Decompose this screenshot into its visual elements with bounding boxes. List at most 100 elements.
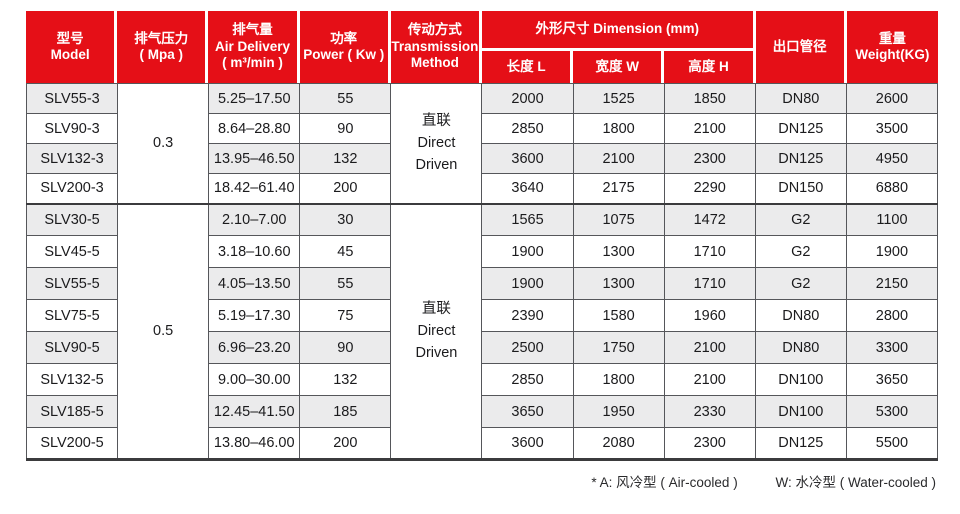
table-row: SLV132-5 9.00–30.00 132 2850 1800 2100 D… [25, 363, 939, 396]
cell-width: 2100 [572, 143, 665, 174]
col-header-length: 长度 L [481, 48, 574, 83]
col-header-height: 高度 H [664, 48, 756, 83]
table-row: SLV55-3 0.3 5.25–17.50 55 直联 Direct Driv… [25, 83, 939, 204]
cell-weight: 4950 [845, 143, 939, 174]
cell-height: 2290 [663, 173, 756, 204]
cell-width: 1750 [572, 331, 665, 364]
cell-width: 1800 [572, 363, 665, 396]
cell-width: 2175 [572, 173, 665, 204]
cell-height: 2100 [663, 113, 756, 144]
cell-height: 1710 [663, 267, 756, 300]
cell-model: SLV30-5 [25, 202, 119, 236]
cell-width: 1300 [572, 267, 665, 300]
table-row: SLV185-5 12.45–41.50 185 3650 1950 2330 … [25, 395, 939, 428]
cell-air: 12.45–41.50 [208, 395, 301, 428]
cell-power: 90 [299, 331, 392, 364]
cell-power: 90 [299, 113, 392, 144]
cell-width: 1525 [572, 83, 665, 114]
table-row: SLV200-3 18.42–61.40 200 3640 2175 2290 … [25, 173, 939, 204]
cell-air: 6.96–23.20 [208, 331, 301, 364]
col-header-air-delivery: 排气量 Air Delivery ( m³/min ) [208, 11, 300, 83]
cell-width: 2080 [572, 427, 665, 460]
cell-power: 132 [299, 143, 392, 174]
cell-model: SLV200-3 [25, 173, 119, 204]
cell-length: 1565 [481, 202, 574, 236]
cell-power: 55 [299, 83, 392, 114]
cell-height: 2330 [663, 395, 756, 428]
cell-outlet: DN150 [754, 173, 847, 204]
cell-width: 1075 [572, 202, 665, 236]
cell-power: 132 [299, 363, 392, 396]
cell-model: SLV90-3 [25, 113, 119, 144]
cell-air: 13.95–46.50 [208, 143, 301, 174]
table-header: 型号 Model 排气压力 ( Mpa ) 排气量 Air Delivery (… [26, 11, 938, 83]
cell-weight: 1900 [845, 235, 939, 268]
cell-pressure-group: 0.3 [117, 83, 210, 204]
cell-outlet: G2 [754, 267, 847, 300]
table-row: SLV45-5 3.18–10.60 45 1900 1300 1710 G2 … [25, 235, 939, 268]
table-row: SLV90-5 6.96–23.20 90 2500 1750 2100 DN8… [25, 331, 939, 364]
cell-transmission-group: 直联 Direct Driven [390, 202, 483, 460]
cell-length: 3650 [481, 395, 574, 428]
cell-outlet: DN80 [754, 299, 847, 332]
cell-model: SLV132-5 [25, 363, 119, 396]
cell-weight: 6880 [845, 173, 939, 204]
cell-model: SLV55-5 [25, 267, 119, 300]
cell-outlet: G2 [754, 235, 847, 268]
cell-air: 3.18–10.60 [208, 235, 301, 268]
table-row: SLV90-3 8.64–28.80 90 2850 1800 2100 DN1… [25, 113, 939, 144]
cell-length: 3600 [481, 143, 574, 174]
col-header-power: 功率 Power ( Kw ) [299, 11, 391, 83]
cell-air: 9.00–30.00 [208, 363, 301, 396]
cell-width: 1580 [572, 299, 665, 332]
cell-length: 1900 [481, 267, 574, 300]
cell-air: 4.05–13.50 [208, 267, 301, 300]
footnote-water-cooled: W: 水冷型 ( Water-cooled ) [775, 475, 936, 490]
cell-power: 200 [299, 173, 392, 204]
table-row: SLV132-3 13.95–46.50 132 3600 2100 2300 … [25, 143, 939, 174]
cell-model: SLV90-5 [25, 331, 119, 364]
footnote: * A: 风冷型 ( Air-cooled ) W: 水冷型 ( Water-c… [591, 471, 936, 491]
cell-model: SLV45-5 [25, 235, 119, 268]
cell-height: 2100 [663, 363, 756, 396]
cell-outlet: DN125 [754, 143, 847, 174]
cell-length: 2390 [481, 299, 574, 332]
cell-weight: 3650 [845, 363, 939, 396]
cell-outlet: DN125 [754, 427, 847, 460]
cell-model: SLV75-5 [25, 299, 119, 332]
cell-width: 1950 [572, 395, 665, 428]
cell-weight: 5300 [845, 395, 939, 428]
cell-power: 200 [299, 427, 392, 460]
col-header-dimension: 外形尺寸 Dimension (mm) [481, 11, 756, 48]
cell-air: 13.80–46.00 [208, 427, 301, 460]
col-header-outlet: 出口管径 [755, 11, 847, 83]
spec-table: 型号 Model 排气压力 ( Mpa ) 排气量 Air Delivery (… [25, 11, 939, 461]
cell-outlet: DN100 [754, 363, 847, 396]
cell-outlet: DN80 [754, 331, 847, 364]
cell-air: 2.10–7.00 [208, 202, 301, 236]
cell-height: 1960 [663, 299, 756, 332]
cell-power: 45 [299, 235, 392, 268]
cell-transmission-group: 直联 Direct Driven [390, 83, 483, 204]
col-header-width: 宽度 W [573, 48, 665, 83]
cell-length: 2500 [481, 331, 574, 364]
col-header-pressure: 排气压力 ( Mpa ) [117, 11, 209, 83]
cell-length: 2850 [481, 113, 574, 144]
cell-weight: 1100 [845, 202, 939, 236]
cell-weight: 3300 [845, 331, 939, 364]
cell-pressure-group: 0.5 [117, 202, 210, 460]
cell-air: 5.25–17.50 [208, 83, 301, 114]
col-header-model: 型号 Model [26, 11, 118, 83]
table-row: SLV55-5 4.05–13.50 55 1900 1300 1710 G2 … [25, 267, 939, 300]
cell-length: 1900 [481, 235, 574, 268]
col-header-weight: 重量 Weight(KG) [846, 11, 938, 83]
cell-outlet: DN80 [754, 83, 847, 114]
table-row: SLV75-5 5.19–17.30 75 2390 1580 1960 DN8… [25, 299, 939, 332]
table-row: SLV30-5 0.5 2.10–7.00 30 直联 Direct Drive… [25, 202, 939, 460]
cell-length: 2850 [481, 363, 574, 396]
cell-air: 5.19–17.30 [208, 299, 301, 332]
cell-power: 55 [299, 267, 392, 300]
cell-model: SLV185-5 [25, 395, 119, 428]
cell-model: SLV132-3 [25, 143, 119, 174]
